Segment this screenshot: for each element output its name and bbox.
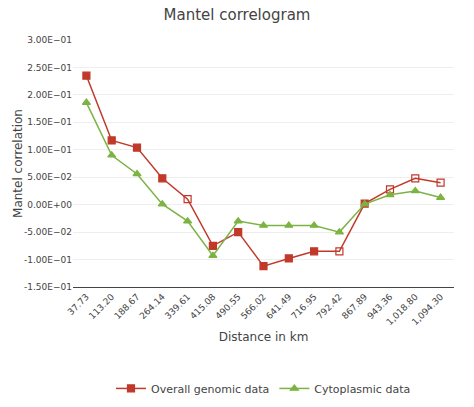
svg-text:-5.00E−02: -5.00E−02 bbox=[24, 227, 72, 237]
svg-text:188.67: 188.67 bbox=[112, 292, 141, 321]
svg-text:264.14: 264.14 bbox=[138, 292, 168, 322]
svg-text:716.95: 716.95 bbox=[289, 292, 318, 321]
svg-text:-1.50E−01: -1.50E−01 bbox=[24, 282, 72, 292]
svg-text:Overall genomic data: Overall genomic data bbox=[151, 383, 269, 396]
svg-text:3.00E−01: 3.00E−01 bbox=[27, 35, 72, 45]
svg-text:2.50E−01: 2.50E−01 bbox=[27, 63, 72, 73]
svg-text:-1.00E−01: -1.00E−01 bbox=[24, 255, 72, 265]
svg-text:566.02: 566.02 bbox=[239, 292, 268, 321]
svg-text:943.36: 943.36 bbox=[365, 292, 395, 322]
svg-text:1,094.30: 1,094.30 bbox=[410, 292, 446, 328]
svg-text:415.08: 415.08 bbox=[188, 292, 218, 322]
svg-text:1,018.80: 1,018.80 bbox=[384, 292, 420, 328]
svg-text:Mantel correlogram: Mantel correlogram bbox=[164, 6, 311, 24]
svg-text:0.00E+00: 0.00E+00 bbox=[27, 200, 72, 210]
svg-text:37.73: 37.73 bbox=[66, 292, 91, 317]
svg-text:2.00E−01: 2.00E−01 bbox=[27, 90, 72, 100]
svg-text:641.49: 641.49 bbox=[264, 292, 294, 322]
svg-text:490.55: 490.55 bbox=[213, 292, 242, 321]
svg-text:792.42: 792.42 bbox=[315, 292, 344, 321]
svg-text:339.61: 339.61 bbox=[163, 292, 192, 321]
svg-text:1.50E−01: 1.50E−01 bbox=[27, 117, 72, 127]
svg-text:113.20: 113.20 bbox=[87, 292, 117, 322]
svg-text:Mantel correlation: Mantel correlation bbox=[11, 109, 25, 218]
svg-text:5.00E−02: 5.00E−02 bbox=[27, 172, 72, 182]
svg-text:Distance in km: Distance in km bbox=[219, 330, 309, 344]
svg-text:Cytoplasmic data: Cytoplasmic data bbox=[314, 383, 410, 396]
svg-text:867.89: 867.89 bbox=[340, 292, 370, 322]
svg-text:1.00E−01: 1.00E−01 bbox=[27, 145, 72, 155]
